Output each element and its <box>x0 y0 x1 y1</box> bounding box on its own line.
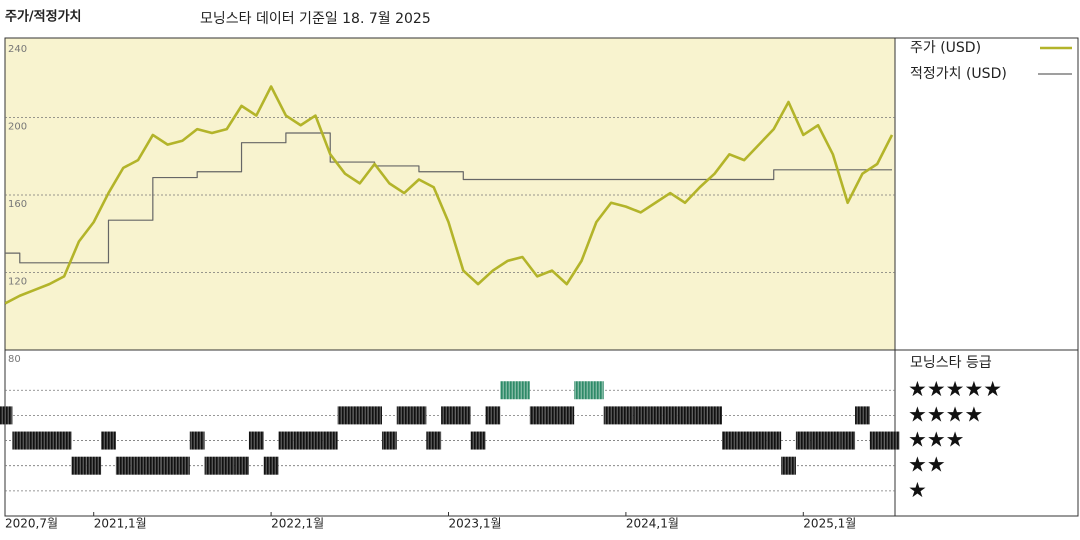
rating-bar <box>293 431 309 450</box>
x-tick-label: 2023,1월 <box>449 517 502 531</box>
rating-bar <box>322 431 338 450</box>
rating-bar <box>559 406 575 425</box>
rating-label: ★★★★★ <box>908 377 1002 401</box>
rating-bar <box>426 431 442 450</box>
rating-bar <box>248 431 264 450</box>
rating-bar <box>766 431 782 450</box>
rating-bar <box>441 406 456 425</box>
rating-bar <box>515 381 530 400</box>
rating-bar <box>470 431 486 450</box>
rating-bar <box>189 431 205 450</box>
chart-title: 주가/적정가치 <box>5 9 82 25</box>
rating-bar <box>840 431 856 450</box>
rating-bar <box>455 406 471 425</box>
rating-bar <box>648 406 663 425</box>
y-tick-label: 120 <box>8 277 27 288</box>
rating-bar <box>130 456 146 475</box>
rating-bar <box>781 456 796 475</box>
rating-bar <box>396 406 412 425</box>
x-tick-label: 2020,7월 <box>5 517 58 531</box>
rating-bar <box>145 456 161 475</box>
rating-bar <box>869 431 885 450</box>
x-tick-label: 2021,1월 <box>94 517 147 531</box>
rating-bar <box>56 431 72 450</box>
rating-bar <box>308 431 323 450</box>
rating-bar <box>86 456 102 475</box>
rating-bar <box>101 431 116 450</box>
rating-bar <box>485 406 501 425</box>
legend-label: 주가 (USD) <box>910 40 981 56</box>
y-tick-label: 160 <box>8 199 27 210</box>
rating-bar <box>544 406 560 425</box>
series-line <box>5 132 892 264</box>
rating-bar <box>810 431 826 450</box>
rating-bar <box>855 406 870 425</box>
rating-bar <box>751 431 767 450</box>
rating-bar <box>736 431 752 450</box>
y-tick-label: 240 <box>8 44 27 55</box>
rating-bar <box>381 431 397 450</box>
rating-bar <box>175 456 190 475</box>
rating-bar <box>263 456 279 475</box>
legend-label: 적정가치 (USD) <box>910 66 1007 82</box>
rating-bar <box>411 406 427 425</box>
rating-bar <box>0 406 13 425</box>
rating-bar <box>234 456 249 475</box>
rating-bar <box>219 456 235 475</box>
rating-bar <box>692 406 708 425</box>
rating-bar <box>707 406 722 425</box>
rating-title: 모닝스타 등급 <box>910 355 992 371</box>
y-tick-label: 200 <box>8 122 27 133</box>
rating-bar <box>574 381 589 400</box>
rating-bar <box>27 431 42 450</box>
rating-bar <box>662 406 678 425</box>
rating-bar <box>529 406 545 425</box>
rating-bar <box>795 431 811 450</box>
rating-bar <box>603 406 619 425</box>
rating-bar <box>115 456 131 475</box>
rating-bar <box>825 431 841 450</box>
x-tick-label: 2025,1월 <box>803 517 856 531</box>
rating-bar <box>352 406 368 425</box>
rating-label: ★★★ <box>908 428 964 452</box>
y-tick-label: 80 <box>8 354 21 365</box>
rating-bar <box>71 456 87 475</box>
rating-bar <box>588 381 604 400</box>
rating-bar <box>41 431 57 450</box>
rating-bar <box>204 456 220 475</box>
rating-label: ★ <box>908 478 927 502</box>
rating-bar <box>677 406 693 425</box>
rating-bar <box>884 431 900 450</box>
rating-bar <box>721 431 737 450</box>
series-group <box>5 85 894 305</box>
rating-bar <box>278 431 294 450</box>
x-tick-label: 2022,1월 <box>271 517 324 531</box>
frame <box>4 37 1079 517</box>
rating-bar <box>367 406 382 425</box>
rating-bar <box>618 406 634 425</box>
rating-label: ★★★★ <box>908 402 983 426</box>
rating-bar <box>12 431 28 450</box>
plot-background <box>5 38 895 350</box>
series-line <box>5 85 894 305</box>
chart-subtitle: 모닝스타 데이터 기준일 18. 7월 2025 <box>200 11 431 27</box>
rating-label: ★★ <box>908 453 946 477</box>
rating-bar <box>500 381 516 400</box>
rating-bar <box>160 456 176 475</box>
rating-bar <box>337 406 353 425</box>
x-tick-label: 2024,1월 <box>626 517 679 531</box>
rating-bar <box>633 406 649 425</box>
